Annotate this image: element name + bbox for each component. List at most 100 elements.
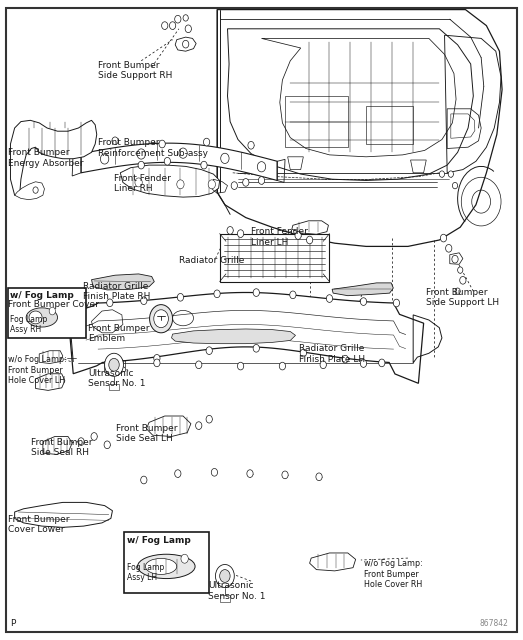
Text: Front Bumper
Side Support LH: Front Bumper Side Support LH <box>426 288 499 307</box>
Polygon shape <box>43 436 72 454</box>
Polygon shape <box>15 182 44 200</box>
Circle shape <box>169 22 176 29</box>
Circle shape <box>185 25 191 33</box>
Circle shape <box>360 360 367 367</box>
Polygon shape <box>81 143 277 180</box>
Polygon shape <box>10 120 97 195</box>
Circle shape <box>208 180 215 189</box>
Circle shape <box>175 470 181 477</box>
Text: w/o Fog Lamp:
Front Bumper
Hole Cover RH: w/o Fog Lamp: Front Bumper Hole Cover RH <box>364 559 423 589</box>
Circle shape <box>448 171 453 177</box>
Circle shape <box>243 179 249 186</box>
Polygon shape <box>332 283 393 296</box>
Circle shape <box>164 157 170 165</box>
Circle shape <box>203 138 210 146</box>
Bar <box>8 288 86 338</box>
Circle shape <box>300 349 306 357</box>
Bar <box>124 532 209 593</box>
Circle shape <box>159 140 165 148</box>
Polygon shape <box>175 37 196 51</box>
Circle shape <box>137 149 145 159</box>
Circle shape <box>214 290 220 298</box>
Circle shape <box>379 359 385 367</box>
Polygon shape <box>15 502 112 527</box>
Circle shape <box>138 161 144 169</box>
Circle shape <box>154 355 160 362</box>
Polygon shape <box>39 351 63 364</box>
Ellipse shape <box>145 558 177 575</box>
Circle shape <box>253 289 259 296</box>
Text: Radiator Grille: Radiator Grille <box>179 256 244 265</box>
Circle shape <box>446 244 452 252</box>
Text: Front Fender
Liner LH: Front Fender Liner LH <box>251 227 308 246</box>
Text: Front Bumper
Side Support RH: Front Bumper Side Support RH <box>98 61 173 80</box>
Circle shape <box>342 355 348 363</box>
Text: w/o Fog Lamp:
Front Bumper
Hole Cover LH: w/o Fog Lamp: Front Bumper Hole Cover LH <box>8 355 66 385</box>
Circle shape <box>141 297 147 305</box>
Circle shape <box>290 291 296 299</box>
Circle shape <box>135 178 142 187</box>
Text: Front Bumper
Reinforcement Sub-assy: Front Bumper Reinforcement Sub-assy <box>98 138 208 157</box>
Circle shape <box>109 358 119 371</box>
Circle shape <box>221 153 229 163</box>
Text: Fog Lamp
Assy RH: Fog Lamp Assy RH <box>10 315 48 334</box>
Circle shape <box>257 162 266 172</box>
Polygon shape <box>220 234 329 282</box>
Circle shape <box>179 148 187 158</box>
Circle shape <box>117 358 123 366</box>
Circle shape <box>100 154 109 164</box>
Circle shape <box>326 294 333 302</box>
Circle shape <box>220 570 230 582</box>
Circle shape <box>282 471 288 479</box>
Circle shape <box>440 234 447 242</box>
Circle shape <box>78 438 84 445</box>
Text: Ultrasonic
Sensor No. 1: Ultrasonic Sensor No. 1 <box>208 581 266 600</box>
Text: Front Bumper
Side Seal LH: Front Bumper Side Seal LH <box>116 424 178 443</box>
Circle shape <box>33 187 38 193</box>
Text: Front Fender
Liner RH: Front Fender Liner RH <box>114 174 171 193</box>
Circle shape <box>455 288 460 294</box>
Circle shape <box>162 22 168 29</box>
Text: Radiator Grille
Finish Plate RH: Radiator Grille Finish Plate RH <box>83 282 150 301</box>
Circle shape <box>175 15 181 23</box>
Circle shape <box>316 473 322 481</box>
Circle shape <box>177 294 184 301</box>
Circle shape <box>154 310 168 328</box>
Text: P: P <box>10 620 16 628</box>
Circle shape <box>104 441 110 449</box>
Bar <box>109 384 119 390</box>
Circle shape <box>196 361 202 369</box>
Circle shape <box>393 299 400 307</box>
Text: Front Bumper Cover: Front Bumper Cover <box>8 300 99 308</box>
Circle shape <box>306 236 313 244</box>
Circle shape <box>215 564 234 588</box>
Circle shape <box>91 433 97 440</box>
Circle shape <box>206 415 212 423</box>
Circle shape <box>253 344 259 352</box>
Circle shape <box>105 353 123 376</box>
Circle shape <box>227 227 233 234</box>
Bar <box>285 96 348 147</box>
Circle shape <box>360 298 367 305</box>
Polygon shape <box>172 329 295 344</box>
Text: 867842: 867842 <box>480 620 508 628</box>
Circle shape <box>458 267 463 273</box>
Circle shape <box>107 299 113 307</box>
Circle shape <box>211 468 218 476</box>
Text: Front Bumper
Energy Absorber: Front Bumper Energy Absorber <box>8 148 83 168</box>
Circle shape <box>320 361 326 369</box>
Circle shape <box>181 554 188 563</box>
Circle shape <box>183 15 188 21</box>
Circle shape <box>150 305 173 333</box>
Ellipse shape <box>26 308 58 327</box>
Circle shape <box>206 347 212 355</box>
Text: Fog Lamp
Assy LH: Fog Lamp Assy LH <box>127 563 164 582</box>
Polygon shape <box>120 165 220 197</box>
Polygon shape <box>36 374 65 390</box>
Polygon shape <box>450 253 463 264</box>
Circle shape <box>141 476 147 484</box>
Circle shape <box>112 137 118 145</box>
Text: Front Bumper
Side Seal RH: Front Bumper Side Seal RH <box>31 438 93 457</box>
Circle shape <box>231 182 237 189</box>
Circle shape <box>237 362 244 370</box>
